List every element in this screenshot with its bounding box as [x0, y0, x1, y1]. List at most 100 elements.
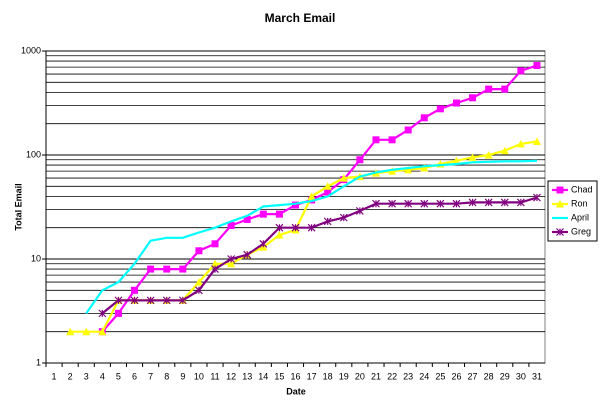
- marker: [114, 296, 123, 305]
- marker: [485, 85, 493, 93]
- x-tick-label: 3: [84, 371, 89, 381]
- x-tick-label: 11: [210, 371, 219, 381]
- x-tick-label: 24: [419, 371, 429, 381]
- x-tick-label: 30: [516, 371, 526, 381]
- legend-label: Chad: [571, 184, 593, 194]
- marker: [227, 255, 236, 263]
- marker: [484, 198, 493, 207]
- x-axis-label: Date: [286, 386, 306, 396]
- x-tick-label: 26: [451, 371, 461, 381]
- marker: [227, 221, 235, 229]
- marker: [532, 137, 541, 145]
- x-tick-label: 31: [532, 371, 542, 381]
- marker: [420, 163, 429, 172]
- legend-label: Ron: [571, 198, 588, 208]
- marker: [323, 217, 332, 226]
- marker: [484, 151, 493, 159]
- marker: [211, 265, 219, 274]
- marker: [259, 239, 268, 248]
- y-tick-label: 100: [26, 149, 41, 159]
- marker: [516, 139, 525, 148]
- x-tick-label: 14: [258, 371, 268, 381]
- marker: [179, 265, 187, 273]
- marker: [308, 196, 316, 204]
- marker: [130, 296, 139, 305]
- x-tick-label: 1: [52, 371, 57, 381]
- marker: [162, 296, 171, 305]
- x-tick-label: 4: [100, 371, 105, 381]
- marker: [211, 259, 220, 268]
- x-tick-label: 22: [387, 371, 397, 381]
- marker: [82, 327, 91, 336]
- marker: [195, 247, 203, 255]
- x-tick-label: 28: [484, 371, 494, 381]
- marker: [452, 99, 460, 107]
- marker: [98, 327, 107, 336]
- marker: [452, 156, 461, 165]
- marker: [292, 201, 299, 209]
- x-tick-label: 21: [371, 371, 381, 381]
- marker: [500, 198, 509, 207]
- marker: [98, 309, 107, 318]
- marker: [404, 126, 412, 134]
- marker: [469, 94, 477, 102]
- marker: [275, 231, 284, 239]
- marker: [163, 265, 171, 273]
- x-tick-label: 25: [435, 371, 445, 381]
- marker: [404, 165, 413, 174]
- legend-label: April: [571, 212, 589, 222]
- marker: [356, 156, 364, 164]
- marker: [324, 188, 332, 196]
- marker: [146, 296, 155, 305]
- x-tick-label: 16: [290, 371, 300, 381]
- x-tick-label: 17: [307, 371, 317, 381]
- marker: [307, 223, 316, 232]
- marker: [501, 85, 509, 93]
- x-tick-label: 5: [116, 371, 121, 381]
- marker: [243, 250, 252, 259]
- x-tick-label: 23: [403, 371, 413, 381]
- series-line: [101, 64, 538, 333]
- x-tick-label: 29: [500, 371, 510, 381]
- x-tick-label: 9: [180, 371, 185, 381]
- marker: [211, 240, 219, 248]
- marker: [259, 210, 267, 218]
- y-tick-label: 1000: [21, 45, 41, 55]
- marker: [436, 199, 445, 208]
- chart-title: March Email: [265, 11, 336, 25]
- marker: [147, 265, 155, 273]
- marker: [131, 286, 139, 294]
- marker: [372, 136, 380, 144]
- x-tick-label: 19: [339, 371, 349, 381]
- series-line: [85, 159, 538, 315]
- marker: [533, 62, 541, 70]
- marker: [556, 186, 564, 194]
- marker: [227, 259, 236, 268]
- marker: [388, 136, 396, 144]
- marker: [556, 228, 564, 236]
- marker: [178, 296, 187, 305]
- marker: [452, 199, 461, 208]
- marker: [66, 327, 75, 336]
- marker: [339, 174, 348, 182]
- x-tick-label: 8: [164, 371, 169, 381]
- x-tick-label: 20: [355, 371, 365, 381]
- marker: [533, 193, 541, 202]
- marker: [243, 215, 251, 223]
- marker: [420, 114, 428, 122]
- y-axis-label: Total Email: [13, 183, 23, 230]
- marker: [404, 199, 413, 208]
- series-line: [101, 196, 538, 315]
- marker: [500, 146, 509, 155]
- marker: [556, 200, 564, 208]
- marker: [355, 206, 364, 215]
- marker: [388, 199, 397, 208]
- marker: [339, 213, 348, 222]
- marker: [307, 192, 316, 200]
- marker: [516, 198, 525, 207]
- x-tick-label: 2: [68, 371, 73, 381]
- y-tick-label: 10: [31, 253, 41, 263]
- marker: [436, 105, 444, 113]
- marker: [194, 286, 203, 295]
- marker: [114, 309, 122, 317]
